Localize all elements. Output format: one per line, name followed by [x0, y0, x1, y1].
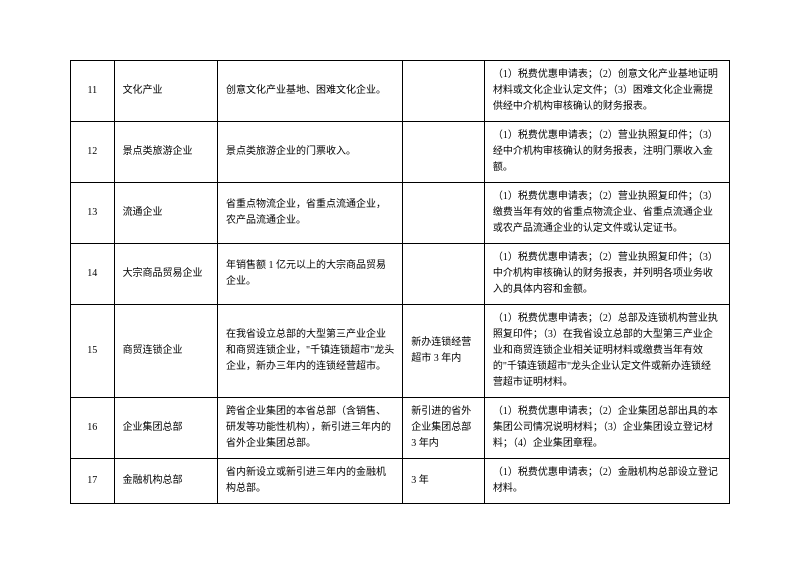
- table-row: 15 商贸连锁企业 在我省设立总部的大型第三产业企业和商贸连锁企业，"千镇连锁超…: [71, 305, 730, 398]
- table-row: 14 大宗商品贸易企业 年销售额 1 亿元以上的大宗商品贸易企业。 （1）税费优…: [71, 244, 730, 305]
- table-row: 11 文化产业 创意文化产业基地、困难文化企业。 （1）税费优惠申请表；（2）创…: [71, 61, 730, 122]
- row-docs: （1）税费优惠申请表；（2）营业执照复印件；（3）缴费当年有效的省重点物流企业、…: [484, 183, 729, 244]
- row-period: [403, 122, 485, 183]
- row-desc: 景点类旅游企业的门票收入。: [218, 122, 403, 183]
- row-type: 金融机构总部: [114, 459, 217, 504]
- row-docs: （1）税费优惠申请表；（2）创意文化产业基地证明材料或文化企业认定文件；（3）困…: [484, 61, 729, 122]
- table-row: 13 流通企业 省重点物流企业，省重点流通企业，农产品流通企业。 （1）税费优惠…: [71, 183, 730, 244]
- table-row: 12 景点类旅游企业 景点类旅游企业的门票收入。 （1）税费优惠申请表；（2）营…: [71, 122, 730, 183]
- row-desc: 在我省设立总部的大型第三产业企业和商贸连锁企业，"千镇连锁超市"龙头企业，新办三…: [218, 305, 403, 398]
- row-desc: 年销售额 1 亿元以上的大宗商品贸易企业。: [218, 244, 403, 305]
- row-period: [403, 244, 485, 305]
- row-type: 大宗商品贸易企业: [114, 244, 217, 305]
- table-row: 16 企业集团总部 跨省企业集团的本省总部（含销售、研发等功能性机构），新引进三…: [71, 398, 730, 459]
- table-row: 17 金融机构总部 省内新设立或新引进三年内的金融机构总部。 3 年 （1）税费…: [71, 459, 730, 504]
- row-docs: （1）税费优惠申请表；（2）总部及连锁机构营业执照复印件；（3）在我省设立总部的…: [484, 305, 729, 398]
- row-docs: （1）税费优惠申请表；（2）营业执照复印件；（3）经中介机构审核确认的财务报表，…: [484, 122, 729, 183]
- row-number: 11: [71, 61, 115, 122]
- row-type: 景点类旅游企业: [114, 122, 217, 183]
- row-number: 17: [71, 459, 115, 504]
- row-desc: 省内新设立或新引进三年内的金融机构总部。: [218, 459, 403, 504]
- row-period: 3 年: [403, 459, 485, 504]
- row-docs: （1）税费优惠申请表；（2）金融机构总部设立登记材料。: [484, 459, 729, 504]
- row-desc: 省重点物流企业，省重点流通企业，农产品流通企业。: [218, 183, 403, 244]
- row-desc: 跨省企业集团的本省总部（含销售、研发等功能性机构），新引进三年内的省外企业集团总…: [218, 398, 403, 459]
- row-type: 企业集团总部: [114, 398, 217, 459]
- row-type: 流通企业: [114, 183, 217, 244]
- row-period: [403, 61, 485, 122]
- row-desc: 创意文化产业基地、困难文化企业。: [218, 61, 403, 122]
- row-period: 新办连锁经营超市 3 年内: [403, 305, 485, 398]
- row-type: 商贸连锁企业: [114, 305, 217, 398]
- row-number: 16: [71, 398, 115, 459]
- row-period: [403, 183, 485, 244]
- policy-table: 11 文化产业 创意文化产业基地、困难文化企业。 （1）税费优惠申请表；（2）创…: [70, 60, 730, 504]
- row-number: 13: [71, 183, 115, 244]
- row-period: 新引进的省外企业集团总部 3 年内: [403, 398, 485, 459]
- row-type: 文化产业: [114, 61, 217, 122]
- row-docs: （1）税费优惠申请表；（2）企业集团总部出具的本集团公司情况说明材料；（3）企业…: [484, 398, 729, 459]
- row-number: 12: [71, 122, 115, 183]
- row-number: 15: [71, 305, 115, 398]
- row-number: 14: [71, 244, 115, 305]
- row-docs: （1）税费优惠申请表；（2）营业执照复印件；（3）中介机构审核确认的财务报表，并…: [484, 244, 729, 305]
